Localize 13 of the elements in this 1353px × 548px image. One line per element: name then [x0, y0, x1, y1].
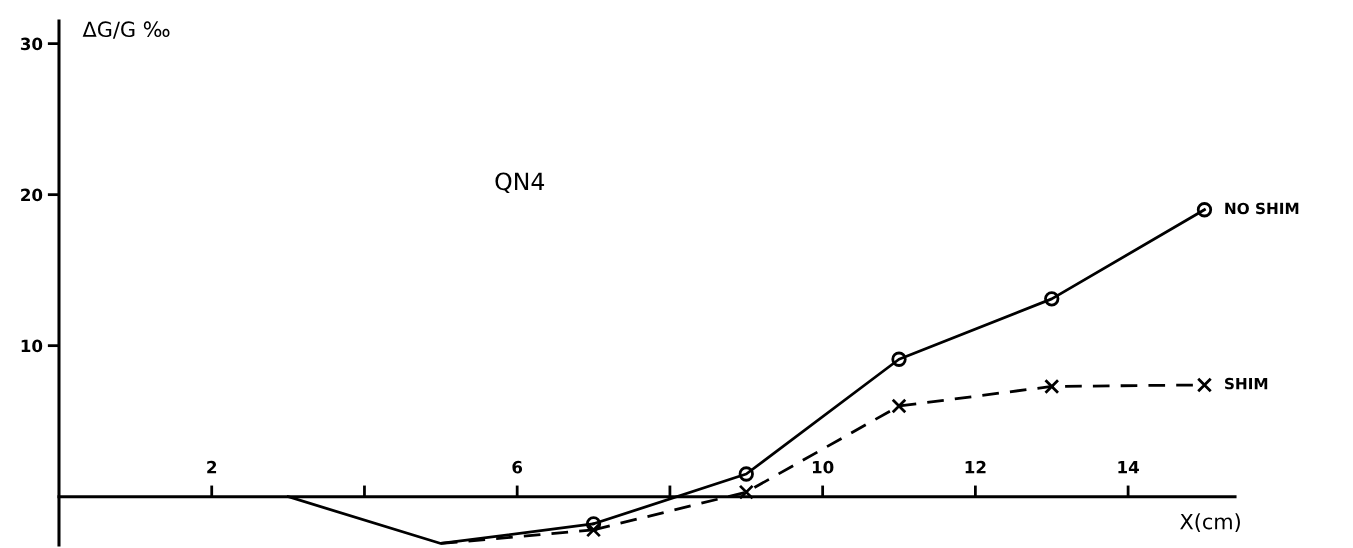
y-axis-title: ΔG/G ‰	[82, 21, 170, 39]
x-tick-label: 10	[812, 460, 834, 474]
y-tick-label: 20	[21, 188, 43, 202]
y-tick-label: 10	[21, 339, 43, 353]
y-tick-label: 30	[20, 37, 43, 51]
annotation: QN4	[495, 172, 545, 193]
x-axis-title: X(cm)	[1180, 513, 1240, 532]
x-tick-label: 12	[965, 460, 986, 474]
x-tick-label: 6	[512, 460, 523, 474]
x-tick-label: 2	[207, 460, 217, 474]
series-label: SHIM	[1225, 377, 1268, 390]
x-tick-label: 14	[1118, 461, 1139, 474]
series-label: NO SHIM	[1225, 202, 1299, 215]
